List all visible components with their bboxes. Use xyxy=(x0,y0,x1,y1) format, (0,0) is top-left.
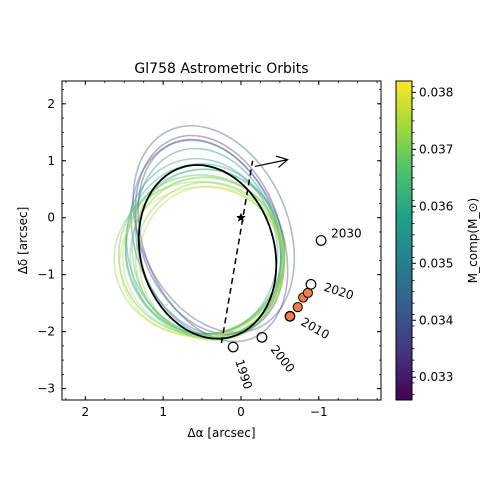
epoch-label: 1990 xyxy=(232,358,255,391)
background-orbit xyxy=(137,138,289,343)
y-tick-label: 0 xyxy=(47,211,55,225)
epoch-marker xyxy=(315,235,327,246)
y-tick-label: −1 xyxy=(37,268,55,282)
background-orbit xyxy=(131,168,286,338)
background-orbits xyxy=(113,124,296,343)
x-tick-label: −1 xyxy=(310,405,328,419)
colorbar-tick-label: 0.038 xyxy=(419,85,453,99)
x-tick-label: 0 xyxy=(237,405,245,419)
colorbar-label: M_comp(M_⊙) xyxy=(466,198,480,283)
x-axis-label: Δα [arcsec] xyxy=(187,426,255,440)
epoch-label: 2010 xyxy=(298,315,331,342)
y-tick-label: −2 xyxy=(37,325,55,339)
epoch-marker xyxy=(227,341,239,353)
motion-arrow xyxy=(254,155,289,168)
background-orbit xyxy=(124,168,286,336)
background-orbit xyxy=(138,185,285,342)
best-fit-orbit xyxy=(137,164,278,340)
colorbar-tick-label: 0.036 xyxy=(419,199,453,213)
background-orbit xyxy=(121,177,286,336)
colorbar-ticks: 0.033 0.034 0.035 0.036 0.037 0.038 xyxy=(412,85,453,395)
y-tick-label: 2 xyxy=(47,97,55,111)
background-orbit xyxy=(129,176,284,340)
epoch-label: 2020 xyxy=(322,280,355,303)
epoch-label: 2030 xyxy=(331,227,362,241)
colorbar-gradient xyxy=(395,80,413,401)
plot-frame xyxy=(61,80,382,401)
background-orbit xyxy=(130,139,282,336)
y-axis-ticks: 2 1 0 −1 −2 −3 xyxy=(37,89,381,396)
background-orbit xyxy=(132,124,296,334)
x-tick-label: 2 xyxy=(82,405,90,419)
epoch-marker xyxy=(256,331,268,343)
measured-point xyxy=(292,302,303,313)
background-orbit xyxy=(118,174,283,336)
colorbar-tick-label: 0.035 xyxy=(419,256,453,270)
orbit-overlay xyxy=(137,155,327,353)
epoch-label: 2000 xyxy=(268,343,298,376)
host-star-marker xyxy=(236,212,246,222)
epoch-marker xyxy=(305,278,317,290)
epoch-marker xyxy=(284,310,296,322)
y-tick-label: −3 xyxy=(37,382,55,396)
x-axis-ticks: 2 1 0 −1 xyxy=(65,81,378,419)
line-of-nodes xyxy=(220,160,254,344)
y-axis-label: Δδ [arcsec] xyxy=(16,207,30,275)
colorbar: 0.033 0.034 0.035 0.036 0.037 0.038 M_comp(M_… xyxy=(395,80,480,401)
colorbar-tick-label: 0.034 xyxy=(419,313,453,327)
chart-title: Gl758 Astrometric Orbits xyxy=(134,61,308,77)
colorbar-tick-label: 0.037 xyxy=(419,142,453,156)
x-tick-label: 1 xyxy=(159,405,167,419)
y-tick-label: 1 xyxy=(47,154,55,168)
colorbar-tick-label: 0.033 xyxy=(419,370,453,384)
